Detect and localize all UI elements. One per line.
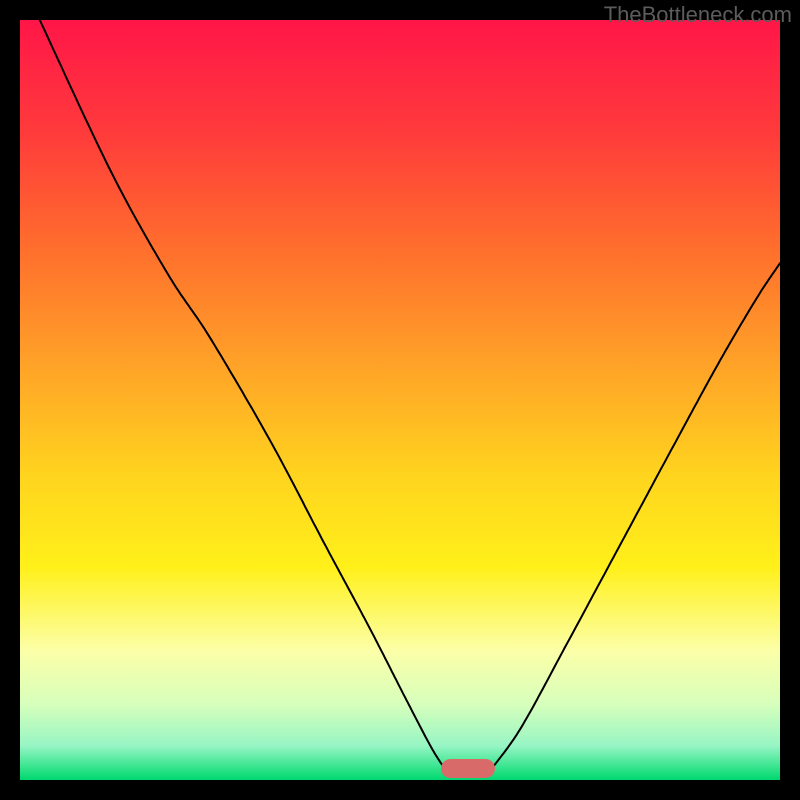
bottleneck-chart <box>0 0 800 800</box>
attribution-text: TheBottleneck.com <box>604 2 792 28</box>
optimal-range-marker <box>441 759 495 777</box>
chart-stage: TheBottleneck.com <box>0 0 800 800</box>
